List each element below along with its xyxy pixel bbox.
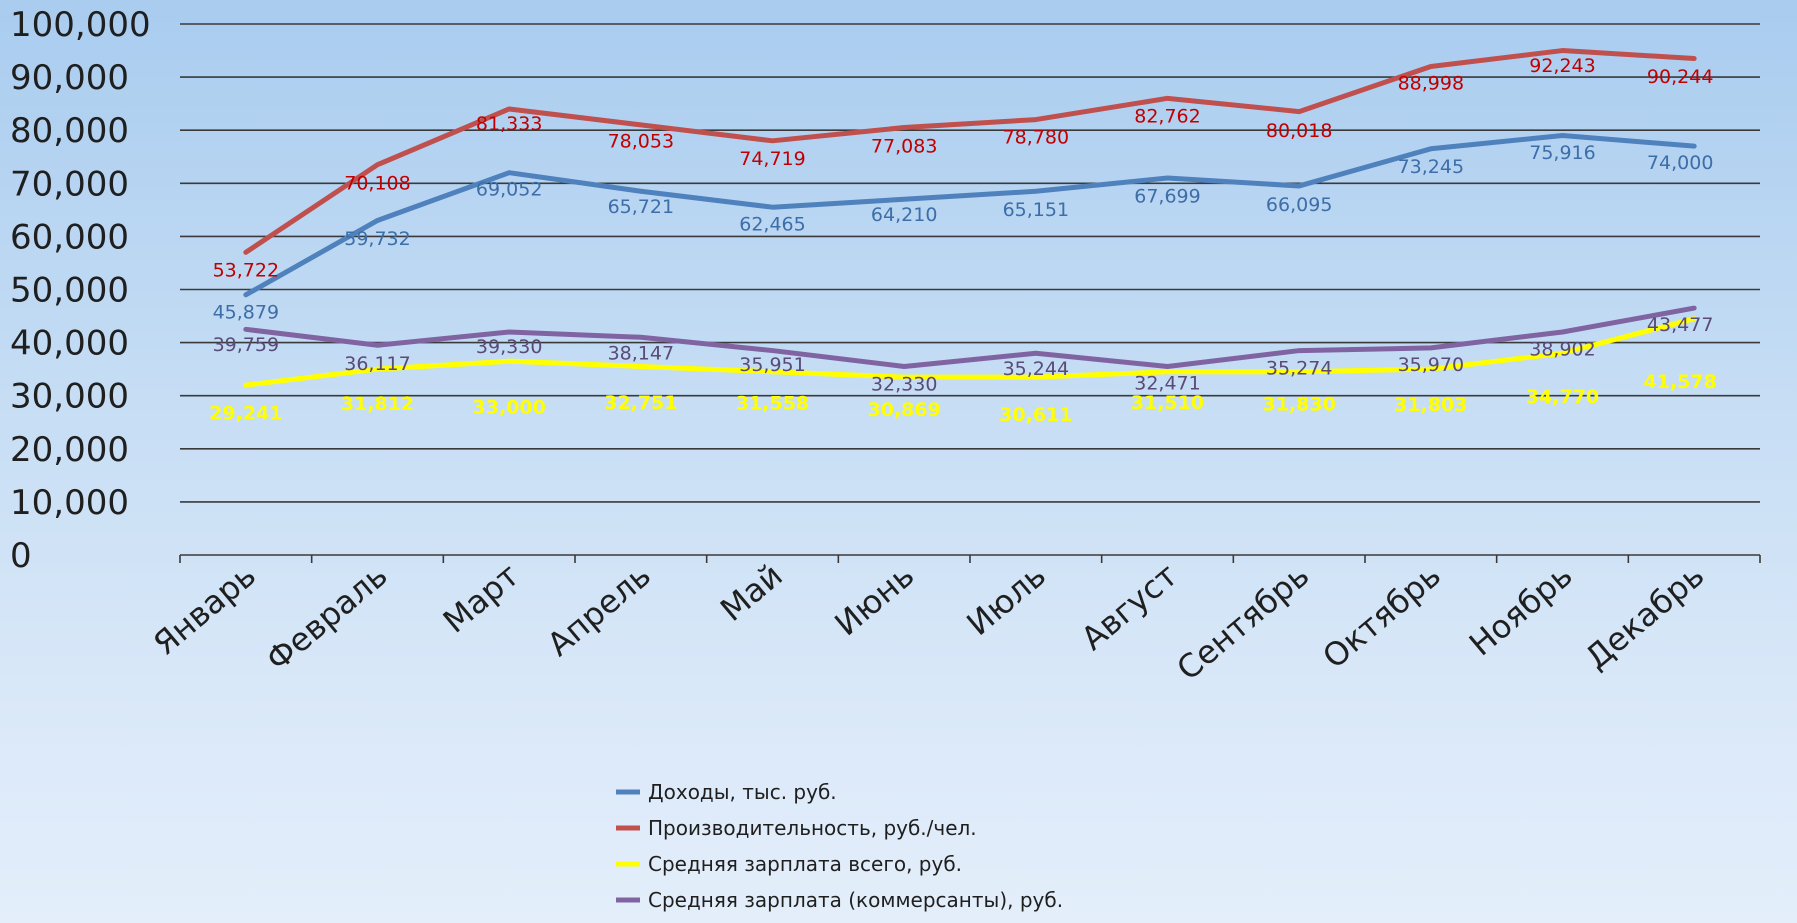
x-tick-label: Декабрь (1578, 556, 1712, 677)
data-label: 90,244 (1647, 66, 1713, 88)
x-tick-label: Июль (959, 556, 1053, 643)
data-label: 80,018 (1266, 120, 1332, 142)
data-label: 35,244 (1003, 358, 1069, 380)
legend-label: Средняя зарплата (коммерсанты), руб. (648, 888, 1063, 912)
data-label: 69,052 (476, 178, 542, 200)
data-label: 38,902 (1529, 338, 1595, 360)
y-tick-label: 80,000 (10, 111, 129, 151)
data-label: 31,830 (1263, 394, 1336, 416)
data-label: 32,751 (604, 392, 677, 414)
y-tick-label: 0 (10, 536, 32, 576)
data-label: 73,245 (1398, 156, 1464, 178)
x-tick-label: Апрель (540, 556, 658, 664)
data-label: 78,780 (1003, 127, 1069, 149)
data-label: 74,719 (739, 148, 805, 170)
data-label: 30,869 (868, 399, 941, 421)
data-label: 34,770 (1526, 386, 1599, 408)
data-label: 31,558 (736, 393, 809, 415)
data-label: 75,916 (1529, 142, 1595, 164)
x-tick-label: Июнь (827, 556, 921, 643)
series-lines (243, 48, 1697, 388)
y-tick-label: 30,000 (10, 377, 129, 417)
data-label: 38,147 (608, 342, 674, 364)
data-label: 39,330 (476, 336, 542, 358)
data-label: 45,879 (213, 301, 279, 323)
x-tick-label: Январь (146, 556, 263, 663)
data-label: 81,333 (476, 113, 542, 135)
legend-label: Доходы, тыс. руб. (648, 780, 837, 804)
data-label: 30,611 (999, 404, 1072, 426)
data-label: 31,510 (1131, 392, 1204, 414)
data-label: 33,000 (473, 396, 546, 418)
data-label: 35,951 (739, 354, 805, 376)
data-label: 70,108 (344, 173, 410, 195)
data-label: 59,732 (344, 228, 410, 250)
data-label: 35,970 (1398, 354, 1464, 376)
series-line (243, 133, 1697, 298)
data-label: 77,083 (871, 136, 937, 158)
y-tick-label: 10,000 (10, 483, 129, 523)
x-tick-label: Май (713, 556, 790, 629)
data-label: 88,998 (1398, 72, 1464, 94)
data-label: 31,803 (1394, 394, 1467, 416)
y-axis-tick-labels: 0 10,000 20,000 30,000 40,000 50,000 60,000 70,… (10, 5, 151, 576)
y-tick-label: 20,000 (10, 430, 129, 470)
data-label: 35,274 (1266, 358, 1332, 380)
gridlines (180, 23, 1760, 503)
data-label: 67,699 (1134, 186, 1200, 208)
x-axis (179, 554, 1761, 563)
data-label: 39,759 (213, 334, 279, 356)
legend: Доходы, тыс. руб. Производительность, руб… (616, 780, 1063, 912)
series-line (243, 48, 1697, 255)
data-label: 41,578 (1644, 371, 1717, 393)
y-tick-label: 100,000 (10, 5, 151, 45)
y-tick-label: 90,000 (10, 58, 129, 98)
data-label: 32,330 (871, 373, 937, 395)
data-label: 65,721 (608, 196, 674, 218)
y-tick-label: 60,000 (10, 217, 129, 257)
data-label: 32,471 (1134, 373, 1200, 395)
data-label: 43,477 (1647, 314, 1713, 336)
x-tick-label: Февраль (259, 556, 395, 679)
series-line (243, 316, 1697, 388)
x-tick-label: Октябрь (1315, 556, 1448, 676)
data-label: 53,722 (213, 260, 279, 282)
x-tick-label: Ноябрь (1462, 556, 1580, 663)
y-tick-label: 40,000 (10, 324, 129, 364)
data-labels: 45,879 59,732 69,052 65,721 62,465 64,210 65,1… (209, 55, 1717, 426)
data-label: 31,812 (341, 393, 414, 415)
legend-label: Средняя зарплата всего, руб. (648, 852, 962, 876)
data-label: 74,000 (1647, 152, 1713, 174)
data-label: 66,095 (1266, 194, 1332, 216)
data-label: 36,117 (344, 353, 410, 375)
data-label: 64,210 (871, 204, 937, 226)
x-tick-label: Сентябрь (1170, 556, 1317, 688)
data-label: 65,151 (1003, 199, 1069, 221)
series-line (243, 305, 1697, 369)
data-label: 62,465 (739, 213, 805, 235)
x-tick-label: Август (1074, 556, 1185, 658)
data-label: 78,053 (608, 131, 674, 153)
x-tick-label: Март (436, 556, 526, 640)
legend-label: Производительность, руб./чел. (648, 816, 977, 840)
data-label: 92,243 (1529, 55, 1595, 77)
y-tick-label: 50,000 (10, 271, 129, 311)
data-label: 82,762 (1134, 106, 1200, 128)
data-label: 29,241 (209, 403, 282, 425)
y-tick-label: 70,000 (10, 164, 129, 204)
